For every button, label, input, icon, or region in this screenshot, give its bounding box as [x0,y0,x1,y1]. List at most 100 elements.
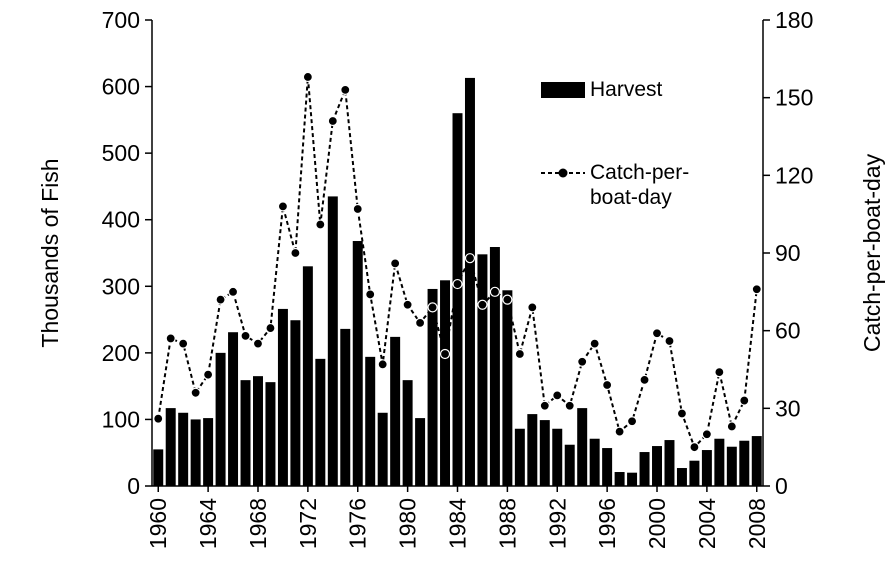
x-tick-label: 1980 [395,498,421,549]
bar [402,380,413,486]
y-tick-label: 400 [102,207,140,233]
marker [240,330,251,341]
x-tick-label: 1968 [245,498,271,549]
bar [552,428,563,486]
y-tick-label: 100 [102,406,140,432]
bar [240,380,251,486]
y-tick-label: 200 [102,340,140,366]
x-tick-label: 2004 [694,498,720,549]
marker [365,289,376,300]
marker [639,374,650,385]
y-tick-label: 600 [102,74,140,100]
bar [627,472,638,486]
marker [664,335,675,347]
bar [689,460,700,486]
bar [253,376,263,486]
bar [726,446,737,486]
bar [440,280,451,486]
y-tick-label: 700 [102,7,140,33]
y2-axis-label: Catch-per-boat-day [859,153,885,352]
bar [602,448,613,486]
marker [252,338,264,349]
marker [514,348,525,360]
legend-label: Catch-per-boat-day [590,161,690,209]
y-tick-label: 500 [102,140,140,166]
marker [153,413,164,424]
marker [190,387,201,398]
y-tick-label: 0 [127,473,140,499]
bar [614,472,625,486]
bar [327,196,338,486]
bar [676,468,687,486]
marker [290,247,301,259]
marker [564,400,575,411]
bar [701,450,712,486]
marker [178,338,189,349]
bar [714,438,725,486]
y2-tick-label: 180 [775,7,813,33]
legend-marker [558,168,568,178]
bar [302,266,313,486]
bar [365,356,376,486]
bar [153,449,164,486]
bar [564,444,575,486]
marker [340,84,351,96]
y2-tick-label: 0 [775,473,788,499]
y2-tick-label: 150 [775,85,813,111]
marker [651,328,663,339]
x-tick-label: 2008 [744,498,770,549]
x-tick-label: 1972 [295,498,321,549]
bar [539,420,550,486]
marker [352,203,363,215]
bar [751,436,762,486]
bar [502,290,513,486]
marker [602,379,613,391]
x-tick-label: 1996 [594,498,620,549]
marker [315,219,326,230]
bar [265,382,276,486]
bar [589,438,600,486]
marker [676,408,688,419]
marker [227,286,239,297]
marker [589,338,600,349]
legend-swatch [541,82,585,98]
bar [228,332,239,486]
marker [552,390,563,401]
marker [277,201,289,212]
x-tick-label: 1976 [345,498,371,549]
y2-tick-label: 120 [775,162,813,188]
bar [489,247,500,486]
y-tick-label: 300 [102,273,140,299]
y2-tick-label: 90 [775,240,801,266]
bar [165,408,176,486]
marker [577,356,588,367]
marker [390,258,401,269]
marker [439,348,451,360]
marker [203,369,214,380]
bar [315,358,326,486]
x-tick-label: 1960 [145,498,171,549]
x-tick-label: 1984 [445,498,471,549]
bar [514,428,525,486]
marker [489,286,501,297]
marker [377,359,388,370]
bar [190,419,201,486]
marker [215,294,226,305]
bar [477,254,488,486]
marker [626,416,638,427]
marker [464,253,476,264]
bar [377,412,388,486]
bar [527,414,538,486]
bar [739,440,750,486]
bar [577,408,588,486]
y2-tick-label: 30 [775,395,801,421]
marker [714,366,725,378]
marker [726,421,737,432]
bar [639,452,650,486]
marker [477,299,488,310]
bar [464,77,475,486]
bar [277,308,288,486]
bar [427,288,438,486]
marker [614,426,625,437]
